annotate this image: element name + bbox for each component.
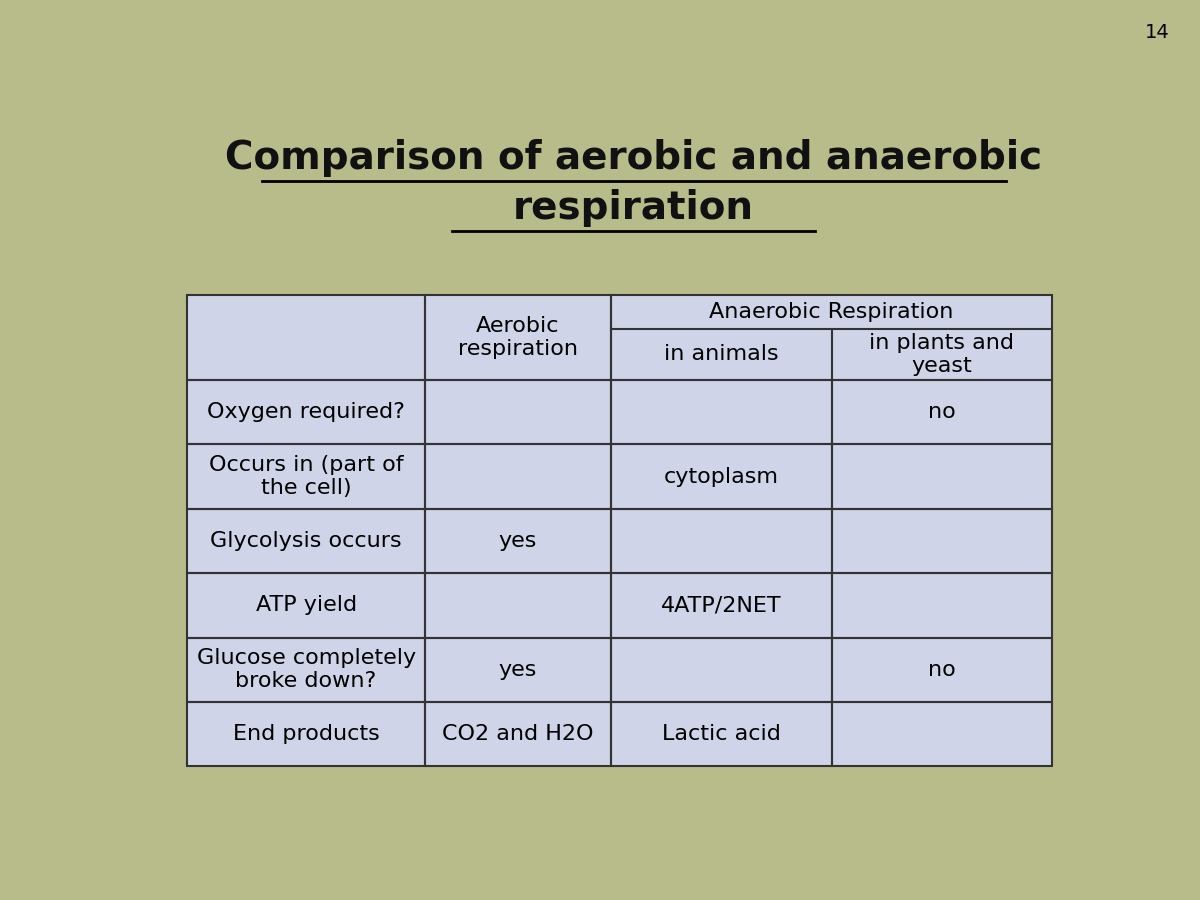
Bar [425, 508, 611, 573]
Bar [611, 445, 832, 508]
Bar [611, 573, 832, 637]
Bar [832, 637, 1052, 702]
Bar [611, 702, 832, 767]
Bar [832, 445, 1052, 508]
Text: Lactic acid: Lactic acid [662, 724, 781, 744]
Text: Comparison of aerobic and anaerobic: Comparison of aerobic and anaerobic [226, 140, 1042, 177]
Text: in plants and
yeast: in plants and yeast [869, 333, 1014, 376]
Bar [187, 573, 425, 637]
Bar [425, 295, 611, 380]
Bar [425, 380, 611, 445]
Bar [832, 380, 1052, 445]
Bar [425, 702, 611, 767]
Bar [187, 637, 425, 702]
Text: Occurs in (part of
the cell): Occurs in (part of the cell) [209, 454, 403, 498]
Bar [611, 573, 832, 637]
Bar [832, 508, 1052, 573]
Bar [425, 702, 611, 767]
Bar [187, 508, 425, 573]
Bar [425, 508, 611, 573]
Bar [187, 637, 425, 702]
Bar [187, 295, 425, 380]
Bar [187, 573, 425, 637]
Text: cytoplasm: cytoplasm [664, 466, 779, 487]
Bar [611, 637, 832, 702]
Text: yes: yes [499, 660, 538, 680]
Text: 14: 14 [1145, 22, 1170, 41]
Bar [187, 702, 425, 767]
Bar [611, 508, 832, 573]
Bar [611, 380, 832, 445]
Bar [425, 573, 611, 637]
Text: in animals: in animals [664, 345, 779, 364]
Bar [611, 295, 1052, 380]
Text: Oxygen required?: Oxygen required? [208, 402, 406, 422]
Text: no: no [928, 660, 955, 680]
Bar [425, 573, 611, 637]
Text: yes: yes [499, 531, 538, 551]
Bar [832, 702, 1052, 767]
Text: Glycolysis occurs: Glycolysis occurs [210, 531, 402, 551]
Bar [832, 380, 1052, 445]
Text: Glucose completely
broke down?: Glucose completely broke down? [197, 648, 415, 691]
Bar [425, 637, 611, 702]
Text: CO2 and H2O: CO2 and H2O [443, 724, 594, 744]
Text: Aerobic
respiration: Aerobic respiration [458, 316, 578, 359]
Bar [832, 508, 1052, 573]
Bar [832, 637, 1052, 702]
Bar [425, 295, 611, 380]
Text: ATP yield: ATP yield [256, 595, 356, 616]
Bar [832, 573, 1052, 637]
Bar [187, 508, 425, 573]
Bar [425, 637, 611, 702]
Bar [832, 702, 1052, 767]
Bar [611, 702, 832, 767]
Text: respiration: respiration [514, 189, 754, 227]
Text: 4ATP/2NET: 4ATP/2NET [661, 595, 781, 616]
Bar [425, 445, 611, 508]
Bar [611, 380, 832, 445]
Bar [832, 445, 1052, 508]
Bar [187, 380, 425, 445]
Text: Anaerobic Respiration: Anaerobic Respiration [709, 302, 954, 322]
Text: End products: End products [233, 724, 379, 744]
Text: no: no [928, 402, 955, 422]
Bar [425, 445, 611, 508]
Bar [832, 573, 1052, 637]
Bar [611, 295, 1052, 380]
Bar [187, 295, 425, 380]
Bar [425, 380, 611, 445]
Bar [611, 508, 832, 573]
Bar [611, 445, 832, 508]
Bar [187, 702, 425, 767]
Bar [187, 445, 425, 508]
Bar [611, 637, 832, 702]
Bar [187, 380, 425, 445]
Bar [187, 445, 425, 508]
